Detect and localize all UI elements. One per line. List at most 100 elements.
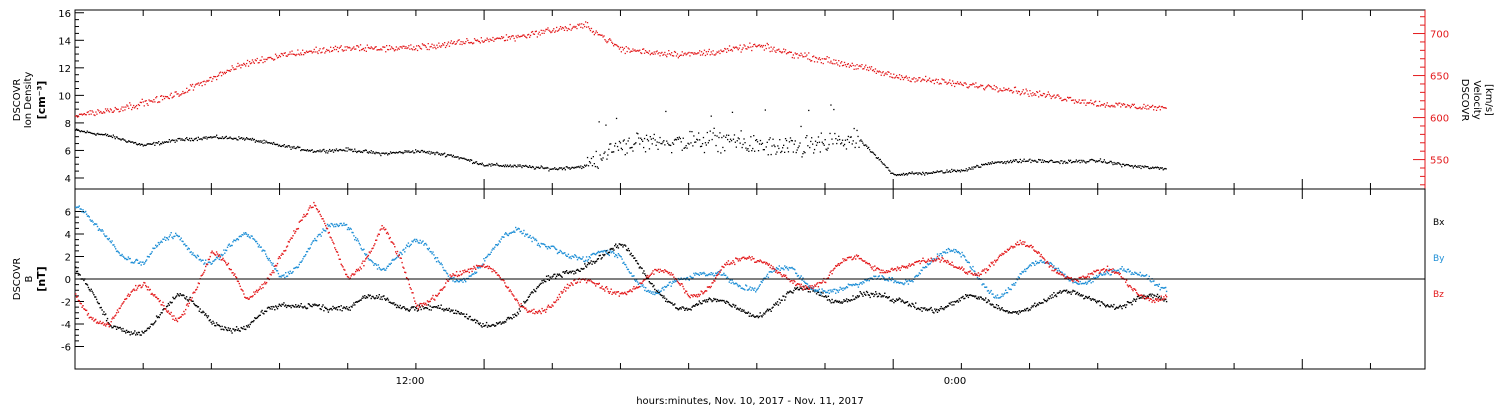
by-point [478,267,479,268]
bx-point [825,295,826,296]
velocity-point [744,45,745,46]
bx-point [828,296,829,297]
velocity-point [605,41,606,42]
velocity-point [244,64,245,65]
bx-point [523,301,524,302]
by-point [335,226,336,227]
density-point [823,143,824,144]
density-point [906,173,907,174]
density-point [196,138,197,139]
density-point [599,121,600,122]
by-point [971,269,972,270]
density-point [743,138,744,139]
by-point [462,282,463,283]
by-point [858,286,859,287]
bx-point [950,303,951,304]
velocity-point [596,30,597,31]
velocity-point [1156,110,1157,111]
velocity-point [742,47,743,48]
density-point [838,136,839,137]
density-point [1121,166,1122,167]
velocity-point [425,45,426,46]
by-point [568,254,569,255]
velocity-point [727,48,728,49]
bz-point [92,317,93,318]
bx-point [285,304,286,305]
by-point [907,280,908,281]
velocity-point [563,28,564,29]
bx-point [725,303,726,304]
density-point [495,164,496,165]
velocity-point [147,103,148,104]
by-point [610,250,611,251]
velocity-point [297,49,298,50]
density-point [965,170,966,171]
by-point [670,281,671,282]
bz-point [234,273,235,274]
by-point [227,247,228,248]
by-point [143,264,144,265]
bx-point [851,299,852,300]
by-point [1021,273,1022,274]
by-point [1126,271,1127,272]
velocity-point [956,83,957,84]
bx-point [979,298,980,299]
density-point [726,135,727,136]
density-point [336,148,337,149]
velocity-point [199,85,200,86]
by-point [1011,289,1012,290]
by-point [530,235,531,236]
by-point [605,251,606,252]
velocity-point [257,58,258,59]
velocity-point [401,46,402,47]
velocity-point [867,67,868,68]
velocity-point [949,79,950,80]
velocity-point [811,60,812,61]
density-point [139,143,140,144]
density-point [817,142,818,143]
bx-point [539,285,540,286]
density-point [795,140,796,141]
velocity-point [1035,95,1036,96]
velocity-point [618,46,619,47]
density-point [839,139,840,140]
by-point [290,271,291,272]
by-point [949,249,950,250]
bz-point [228,263,229,264]
by-point [355,237,356,238]
velocity-point [999,88,1000,89]
bx-point [188,300,189,301]
bx-point [533,289,534,290]
velocity-point [139,105,140,106]
by-point [452,280,453,281]
density-point [880,159,881,160]
density-point [621,148,622,149]
by-point [200,259,201,260]
density-point [312,149,313,150]
bx-point [1161,297,1162,298]
bz-point [261,284,262,285]
velocity-point [773,47,774,48]
velocity-point [833,59,834,60]
density-point [746,150,747,151]
velocity-point [768,44,769,45]
density-point [153,142,154,143]
density-point [1067,162,1068,163]
bx-point [362,296,363,297]
by-point [256,241,257,242]
bx-point [167,305,168,306]
bx-point [1135,301,1136,302]
bx-point [937,312,938,313]
velocity-point [627,51,628,52]
bx-point [527,299,528,300]
density-point [647,139,648,140]
by-point [465,281,466,282]
velocity-point [896,75,897,76]
density-point [1132,165,1133,166]
velocity-point [191,86,192,87]
velocity-point [546,29,547,30]
velocity-point [231,69,232,70]
bx-point [378,296,379,297]
density-point [362,152,363,153]
velocity-point [837,64,838,65]
